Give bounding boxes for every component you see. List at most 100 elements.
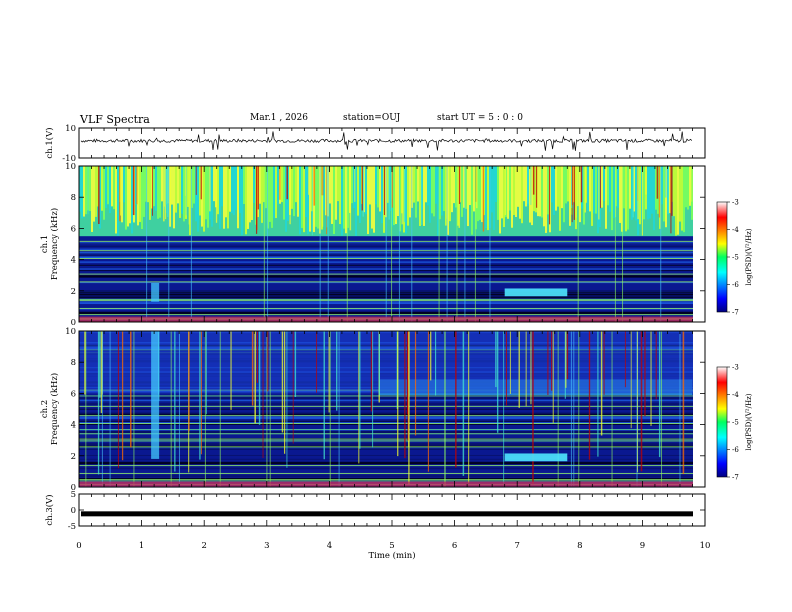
noise-column [369,166,371,205]
date-label: Mar.1 , 2026 [250,113,308,123]
noise-stripe [79,412,693,415]
noise-column [143,166,145,217]
sferic [632,166,634,218]
noise-column [269,166,271,222]
noise-column [137,166,139,226]
noise-column [417,166,419,202]
noise-column [493,166,495,230]
noise-column [331,166,333,224]
colorbar-tick-label: -6 [732,446,739,454]
sferic [603,331,605,395]
sferic [97,331,100,475]
colorbar-1 [716,201,728,313]
sferic [401,166,403,225]
sferic [165,166,168,205]
sferic-full [661,331,663,487]
sferic [482,166,485,232]
noise-column [161,166,163,202]
noise-column [259,166,261,204]
sferic [530,166,532,205]
noise-column [341,166,343,236]
noise-column [557,166,559,207]
sferic [665,166,667,198]
noise-column [387,166,389,203]
noise-column [307,166,309,235]
sferic-full [444,331,446,487]
noise-column [295,166,297,203]
noise-column [107,166,109,205]
sferic-full [557,331,559,487]
sferic [624,331,626,388]
noise-column [381,166,383,224]
sferic [292,331,294,444]
noise-column [595,166,597,214]
noise-column [683,166,685,233]
sferic [362,166,365,217]
sferic [323,331,325,460]
noise-column [299,166,301,235]
noise-column [261,166,263,223]
sferic [328,331,330,413]
noise-column [439,166,441,220]
noise-column [433,166,435,217]
noise-column [503,166,505,228]
sferic [530,331,532,405]
x-tick-label: 4 [327,541,332,551]
colorbar-tick-label: -5 [732,254,739,262]
noise-column [681,166,683,231]
noise-stripe [79,463,693,465]
noise-column [643,166,645,220]
noise-column [275,166,277,219]
noise-column [379,166,381,212]
noise-column [271,166,273,228]
noise-column [669,166,671,214]
noise-column [245,166,247,235]
noise-column [529,166,531,223]
sferic-full [269,331,271,487]
noise-column [207,166,209,228]
ch1-waveform-panel: 10 -10 ch.1(V) [44,124,706,164]
noise-column [373,166,375,233]
x-tick-label: 8 [577,541,582,551]
noise-column [537,166,539,217]
sferic-full [411,166,413,322]
sferic [552,331,554,423]
sferic [656,166,659,199]
noise-column [471,166,473,235]
y-tick-label: 10 [65,327,76,337]
panel-frame [78,165,706,323]
sferic [535,166,538,208]
noise-column [443,166,445,212]
noise-stripe [79,424,693,425]
start-time-label: start UT = 5 : 0 : 0 [437,113,523,123]
sferic-full [660,166,662,322]
noise-column [613,166,615,219]
noise-column [487,166,489,231]
noise-stripe [79,420,693,422]
sferic [397,331,399,457]
noise-column [205,166,207,220]
noise-column [587,166,589,212]
sferic [383,166,386,216]
sferic [650,331,652,426]
sferic [564,331,566,399]
noise-column [627,166,629,230]
noise-column [445,166,447,226]
noise-column [541,166,543,218]
noise-column [249,166,251,223]
noise-column [105,166,107,208]
noise-column [405,166,407,234]
noise-column [113,166,115,210]
noise-column [323,166,325,211]
sferic-full [573,331,575,487]
panel-frame [78,330,706,488]
sferic-full [489,166,491,322]
noise-column [619,166,621,223]
sferic [281,331,284,433]
sferic-full [385,166,387,322]
sferic [566,331,569,380]
sferic-full [578,331,580,487]
noise-column [569,166,571,226]
noise-column [227,166,229,229]
tone-line [79,415,693,417]
